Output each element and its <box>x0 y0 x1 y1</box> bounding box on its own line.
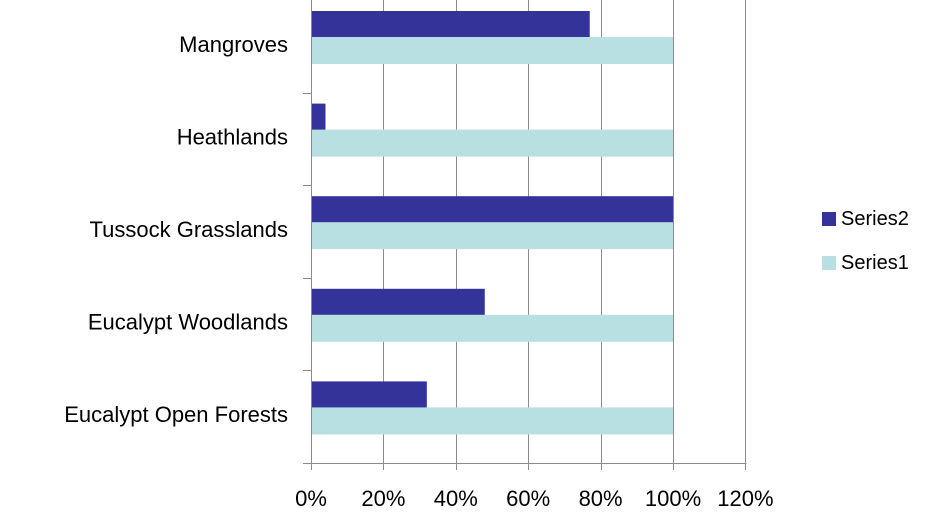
x-tick-label-4: 80% <box>579 486 623 511</box>
legend-swatch-series2 <box>822 212 836 226</box>
x-tick-label-6: 120% <box>717 486 773 511</box>
bar-series2-0 <box>311 11 590 38</box>
x-tick-label-5: 100% <box>645 486 701 511</box>
legend: Series2 Series1 <box>822 208 909 274</box>
bar-series1-1 <box>311 129 673 157</box>
x-tick-label-1: 20% <box>361 486 405 511</box>
bar-series2-3 <box>311 288 485 316</box>
x-tick-label-3: 60% <box>506 486 550 511</box>
bar-series1-2 <box>311 222 673 250</box>
bar-series2-2 <box>311 196 673 224</box>
legend-label-series2: Series2 <box>841 208 909 230</box>
legend-swatch-series1 <box>822 256 836 270</box>
bar-series1-4 <box>311 407 673 435</box>
bar-series1-0 <box>311 37 673 64</box>
category-label-3: Eucalypt Woodlands <box>88 310 288 335</box>
legend-item-series2: Series2 <box>822 208 909 230</box>
axes <box>303 0 747 470</box>
legend-label-series1: Series1 <box>841 252 909 274</box>
category-label-1: Heathlands <box>177 124 288 149</box>
category-label-2: Tussock Grasslands <box>90 217 288 242</box>
x-tick-label-2: 40% <box>434 486 478 511</box>
category-labels: Mangroves Heathlands Tussock Grasslands Euc… <box>64 32 288 427</box>
bar-series1-3 <box>311 314 673 342</box>
bar-series2-1 <box>311 103 326 131</box>
bars <box>311 11 673 435</box>
category-label-0: Mangroves <box>179 32 288 57</box>
legend-item-series1: Series1 <box>822 252 909 274</box>
x-tick-label-0: 0% <box>295 486 327 511</box>
category-label-4: Eucalypt Open Forests <box>64 402 288 427</box>
bar-series2-4 <box>311 381 427 409</box>
tick-labels: 0% 20% 40% 60% 80% 100% 120% <box>295 486 773 511</box>
